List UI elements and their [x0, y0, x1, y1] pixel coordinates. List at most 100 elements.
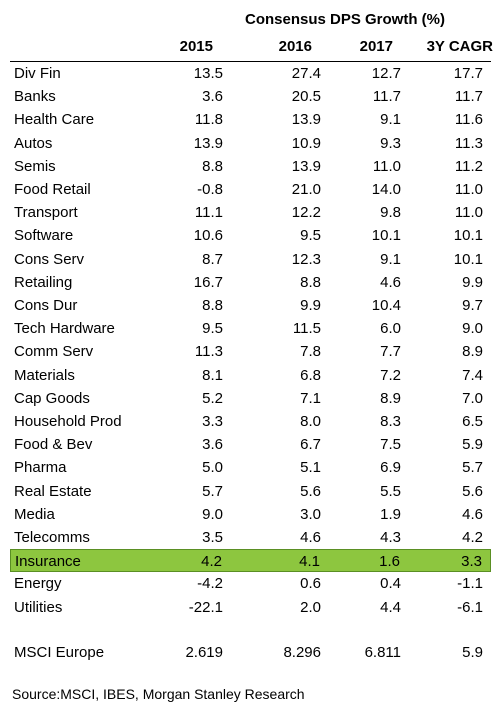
value-cell: 10.1 — [371, 227, 401, 245]
row-label: Semis — [14, 157, 56, 175]
source-note: Source:MSCI, IBES, Morgan Stanley Resear… — [12, 686, 305, 702]
value-cell: 8.0 — [300, 413, 321, 430]
value-cell: 7.7 — [380, 343, 401, 361]
row-label: Banks — [14, 88, 56, 106]
value-cell: 6.0 — [380, 320, 401, 338]
table-row: Tech Hardware 9.5 11.5 6.0 9.0 — [10, 317, 491, 340]
value-cell: 6.7 — [300, 436, 321, 454]
value-cell: 6.5 — [462, 413, 483, 430]
value-cell: 3.6 — [202, 436, 223, 454]
row-label: Health Care — [14, 111, 95, 129]
value-cell: 14.0 — [371, 181, 401, 198]
value-cell: 4.2 — [201, 553, 222, 571]
value-cell: -0.8 — [197, 181, 223, 198]
row-label: Cons Serv — [14, 250, 85, 268]
row-label: Household Prod — [14, 413, 122, 430]
value-cell: 11.1 — [194, 204, 223, 222]
value-cell: 13.9 — [193, 134, 223, 152]
value-cell: 10.1 — [453, 227, 483, 245]
table-row: Comm Serv 11.3 7.8 7.7 8.9 — [10, 340, 491, 363]
value-cell: 11.6 — [454, 111, 483, 129]
value-cell: 11.5 — [292, 320, 321, 338]
value-cell: 8.1 — [202, 366, 223, 384]
row-label: Autos — [14, 134, 53, 152]
value-cell: 0.6 — [300, 575, 321, 593]
value-cell: 4.1 — [299, 553, 320, 571]
row-label: Transport — [14, 204, 78, 222]
table-row: Transport 11.1 12.2 9.8 11.0 — [10, 201, 491, 224]
row-label: Tech Hardware — [14, 320, 115, 338]
value-cell: 9.9 — [300, 297, 321, 314]
value-cell: 9.0 — [462, 320, 483, 338]
value-cell: 10.1 — [453, 250, 483, 268]
row-label: Cap Goods — [14, 389, 90, 407]
table-row: Cons Serv 8.7 12.3 9.1 10.1 — [10, 248, 491, 271]
value-cell: 9.5 — [202, 320, 223, 338]
value-cell: 21.0 — [291, 181, 321, 198]
table-row: Cap Goods 5.2 7.1 8.9 7.0 — [10, 387, 491, 410]
value-cell: 8.9 — [462, 343, 483, 361]
value-cell: 4.6 — [462, 505, 483, 523]
value-cell: 7.8 — [300, 343, 321, 361]
row-label: Comm Serv — [14, 343, 94, 361]
value-cell: 7.5 — [380, 436, 401, 454]
table-row: Banks 3.6 20.5 11.7 11.7 — [10, 85, 491, 108]
row-label: Pharma — [14, 459, 67, 477]
value-cell: 11.0 — [454, 181, 483, 198]
value-cell: 9.5 — [300, 227, 321, 245]
column-header-2016: 2016 — [278, 38, 312, 55]
row-label: Insurance — [15, 553, 81, 571]
header-rule — [10, 61, 491, 62]
value-cell: 11.3 — [194, 343, 223, 361]
value-cell: 4.4 — [380, 598, 401, 616]
value-cell: 11.0 — [372, 157, 401, 175]
value-cell: 6.9 — [380, 459, 401, 477]
value-cell: 5.7 — [462, 459, 483, 477]
value-cell: 5.1 — [300, 459, 321, 477]
value-cell: 9.3 — [380, 134, 401, 152]
value-cell: 5.9 — [462, 436, 483, 454]
table-row: Household Prod 3.3 8.0 8.3 6.5 — [10, 410, 491, 433]
column-header-2015: 2015 — [179, 38, 213, 55]
value-cell: 5.9 — [462, 644, 483, 661]
value-cell: 9.1 — [380, 111, 401, 129]
value-cell: 13.5 — [193, 65, 223, 82]
table-row: Media 9.0 3.0 1.9 4.6 — [10, 503, 491, 526]
table-row: Semis 8.8 13.9 11.0 11.2 — [10, 155, 491, 178]
value-cell: 4.6 — [300, 529, 321, 546]
value-cell: 5.6 — [300, 482, 321, 500]
value-cell: 11.2 — [454, 157, 483, 175]
table-row: Insurance 4.2 4.1 1.6 3.3 — [10, 549, 491, 573]
table-row: Food & Bev 3.6 6.7 7.5 5.9 — [10, 433, 491, 456]
value-cell: 17.7 — [453, 65, 483, 82]
table-row: Retailing 16.7 8.8 4.6 9.9 — [10, 271, 491, 294]
value-cell: 4.2 — [462, 529, 483, 546]
value-cell: 3.5 — [202, 529, 223, 546]
value-cell: 5.7 — [202, 482, 223, 500]
value-cell: 7.4 — [462, 366, 483, 384]
column-header-3y-cagr: 3Y CAGR — [426, 38, 493, 55]
row-label: Energy — [14, 575, 62, 593]
value-cell: 8.8 — [300, 273, 321, 291]
value-cell: 13.9 — [291, 157, 321, 175]
value-cell: 3.3 — [202, 413, 223, 430]
value-cell: 1.6 — [379, 553, 400, 571]
total-row: MSCI Europe 2.619 8.296 6.811 5.9 — [10, 641, 491, 664]
table-row: Real Estate 5.7 5.6 5.5 5.6 — [10, 480, 491, 503]
value-cell: 11.3 — [454, 134, 483, 152]
value-cell: 12.2 — [291, 204, 321, 222]
value-cell: 5.0 — [202, 459, 223, 477]
value-cell: 20.5 — [291, 88, 321, 106]
value-cell: 11.7 — [372, 88, 401, 106]
value-cell: 4.6 — [380, 273, 401, 291]
value-cell: 9.9 — [462, 273, 483, 291]
value-cell: 10.6 — [193, 227, 223, 245]
table-row: Software 10.6 9.5 10.1 10.1 — [10, 224, 491, 247]
row-label: Utilities — [14, 598, 63, 616]
value-cell: -1.1 — [457, 575, 483, 593]
table-row: Materials 8.1 6.8 7.2 7.4 — [10, 364, 491, 387]
row-label: Materials — [14, 366, 75, 384]
value-cell: 2.619 — [185, 644, 223, 661]
value-cell: 4.3 — [380, 529, 401, 546]
